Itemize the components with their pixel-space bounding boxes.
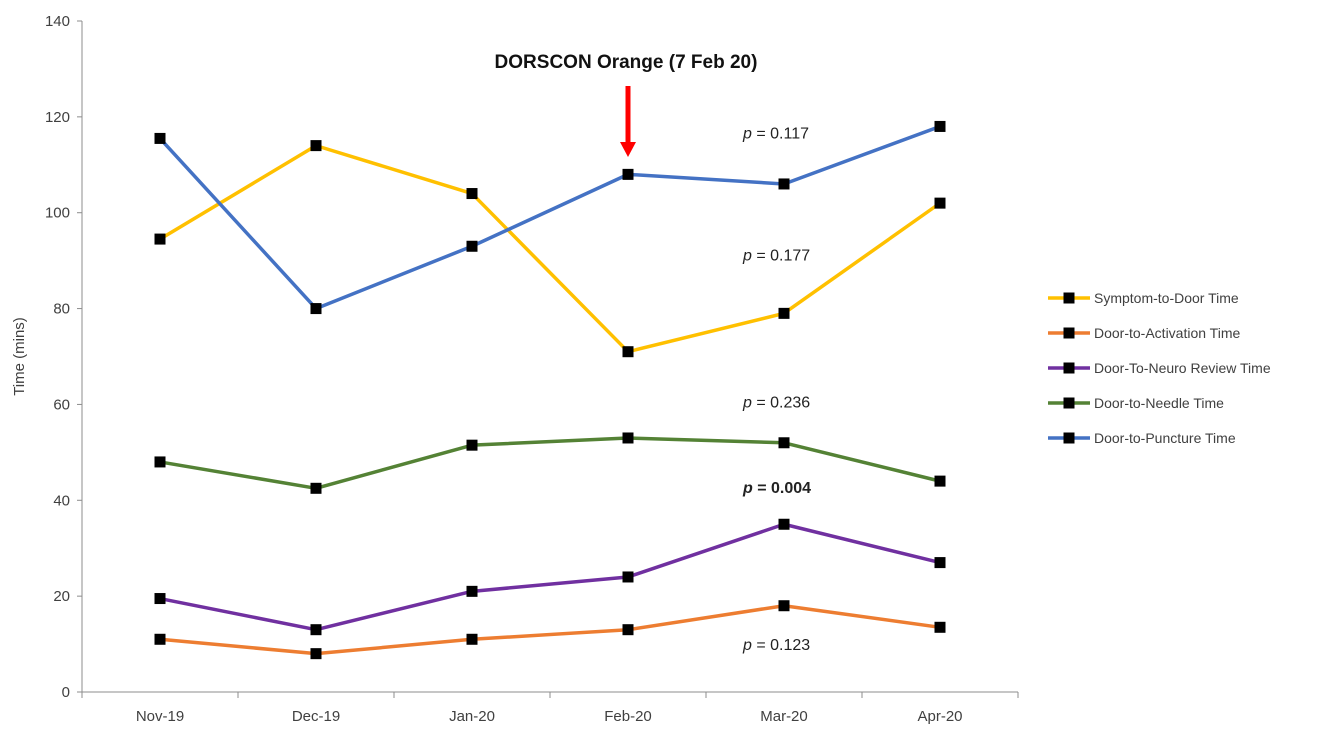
p-value-annotation: p = 0.004 [742,480,811,497]
p-value-text: = 0.177 [752,248,810,265]
y-tick-label: 40 [53,492,70,509]
x-tick-label: Mar-20 [760,708,808,725]
data-point [310,140,322,152]
x-tick-label: Nov-19 [136,708,184,725]
series-line [158,124,942,311]
legend-swatch-marker [1063,292,1075,304]
data-point [466,585,478,597]
p-value-text: = 0.123 [752,637,810,654]
legend-swatch-marker [1063,327,1075,339]
event-label: DORSCON Orange (7 Feb 20) [495,52,758,73]
data-point [622,432,634,444]
data-point [934,557,946,569]
p-value-symbol: p [742,125,752,142]
data-point [778,178,790,190]
data-point [310,648,322,660]
data-point [466,188,478,200]
data-point [778,518,790,530]
series-3 [154,432,946,494]
data-point [622,624,634,636]
series-4 [154,120,946,315]
p-value-text: = 0.004 [753,480,811,497]
legend-label: Door-to-Activation Time [1094,325,1240,341]
legend-swatch-marker [1063,432,1075,444]
data-point [154,132,166,144]
p-value-annotation: p = 0.123 [742,637,810,654]
data-point [622,168,634,180]
p-value-text: = 0.117 [752,125,809,142]
y-axis-title: Time (mins) [11,317,28,396]
data-point [466,439,478,451]
y-tick-label: 80 [53,301,70,318]
data-point [934,120,946,132]
y-tick-label: 120 [45,109,70,126]
data-point [310,303,322,315]
x-tick-label: Jan-20 [449,708,495,725]
p-value-symbol: p [742,248,752,265]
data-point [154,456,166,468]
data-point [154,633,166,645]
data-point [778,307,790,319]
p-value-annotation: p = 0.236 [742,394,810,411]
legend-item-1: Door-to-Activation Time [1048,325,1240,341]
legend-item-0: Symptom-to-Door Time [1048,290,1239,306]
p-value-symbol: p [742,637,752,654]
y-tick-label: 60 [53,396,70,413]
data-point [466,240,478,252]
data-point [778,437,790,449]
x-tick-label: Dec-19 [292,708,340,725]
y-tick-label: 100 [45,205,70,222]
data-point [934,475,946,487]
data-point [466,633,478,645]
data-point [310,624,322,636]
data-point [154,593,166,605]
series-line [158,603,942,656]
data-point [622,346,634,358]
y-tick-label: 0 [62,684,70,701]
legend-label: Door-to-Puncture Time [1094,430,1236,446]
data-point [934,621,946,633]
legend-label: Door-to-Needle Time [1094,395,1224,411]
event-arrow-head [620,142,636,157]
data-point [310,482,322,494]
data-point [154,233,166,245]
legend: Symptom-to-Door Time Door-to-Activation T… [1048,290,1271,446]
series-2 [154,518,946,636]
series-1 [154,600,946,660]
y-tick-label: 20 [53,588,70,605]
series-0 [154,140,946,358]
data-point [622,571,634,583]
axes: 0 20 40 60 80 100 120 140 Nov-19 Dec-19 Jan-20 Feb-… [11,13,1019,725]
legend-item-2: Door-To-Neuro Review Time [1048,360,1271,376]
p-value-symbol: p [742,480,753,497]
legend-item-4: Door-to-Puncture Time [1048,430,1236,446]
legend-label: Symptom-to-Door Time [1094,290,1239,306]
x-tick-label: Feb-20 [604,708,652,725]
series-layer [154,120,946,660]
p-value-text: = 0.236 [752,394,810,411]
legend-label: Door-To-Neuro Review Time [1094,360,1271,376]
p-value-annotation: p = 0.177 [742,248,810,265]
x-tick-label: Apr-20 [917,708,962,725]
series-line [158,143,942,354]
p-value-annotation: p = 0.117 [742,125,809,142]
data-point [778,600,790,612]
y-tick-label: 140 [45,13,70,30]
data-point [934,197,946,209]
p-value-symbol: p [742,394,752,411]
series-line [158,522,942,632]
legend-swatch-marker [1063,397,1075,409]
legend-item-3: Door-to-Needle Time [1048,395,1224,411]
series-line [158,436,942,491]
legend-swatch-marker [1063,362,1075,374]
